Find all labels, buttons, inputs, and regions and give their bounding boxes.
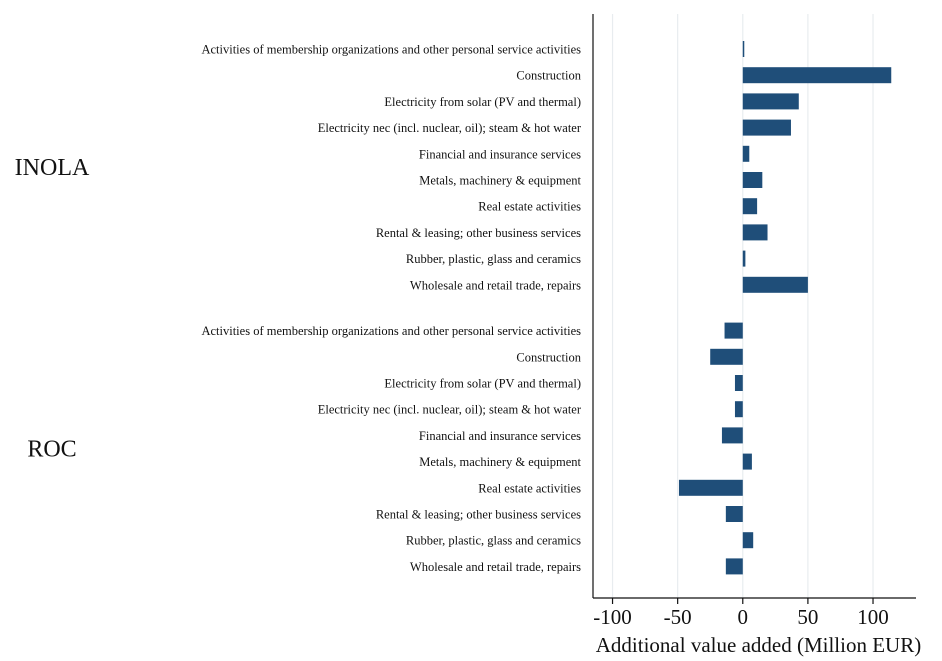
x-tick-label-0: -100 — [593, 605, 632, 629]
bar-roc-1 — [710, 348, 743, 365]
x-tick-label-3: 50 — [797, 605, 818, 629]
category-label-roc-1: Construction — [516, 350, 581, 364]
category-label-roc-7: Rental & leasing; other business service… — [376, 508, 581, 522]
bar-roc-3 — [734, 401, 743, 418]
x-tick-label-1: -50 — [664, 605, 692, 629]
bar-inola-7 — [742, 224, 768, 241]
category-label-inola-4: Financial and insurance services — [419, 147, 581, 161]
bar-inola-5 — [742, 172, 763, 188]
category-label-roc-8: Rubber, plastic, glass and ceramics — [406, 534, 581, 548]
category-label-inola-5: Metals, machinery & equipment — [419, 174, 581, 188]
category-label-inola-8: Rubber, plastic, glass and ceramics — [406, 252, 581, 266]
bar-inola-6 — [742, 198, 758, 215]
x-tick-label-2: 0 — [738, 605, 749, 629]
category-label-inola-1: Construction — [516, 69, 581, 83]
category-label-roc-5: Metals, machinery & equipment — [419, 455, 581, 469]
bar-inola-9 — [742, 276, 808, 293]
category-label-inola-0: Activities of membership organizations a… — [201, 43, 581, 57]
category-label-roc-2: Electricity from solar (PV and thermal) — [384, 377, 581, 391]
bar-inola-1 — [742, 67, 892, 84]
category-label-inola-7: Rental & leasing; other business service… — [376, 226, 581, 240]
category-label-inola-2: Electricity from solar (PV and thermal) — [384, 95, 581, 109]
category-label-inola-6: Real estate activities — [478, 200, 581, 214]
x-axis-title: Additional value added (Million EUR) — [596, 633, 921, 657]
category-label-roc-4: Financial and insurance services — [419, 429, 581, 443]
bar-roc-5 — [742, 453, 752, 470]
category-label-roc-0: Activities of membership organizations a… — [201, 324, 581, 338]
bar-roc-4 — [721, 427, 743, 444]
bar-roc-9 — [725, 558, 743, 575]
bar-inola-4 — [742, 145, 750, 162]
bar-roc-0 — [724, 322, 743, 339]
x-tick-label-4: 100 — [857, 605, 889, 629]
bar-roc-2 — [734, 375, 743, 391]
group-label-inola: INOLA — [15, 155, 90, 181]
bar-inola-3 — [742, 119, 791, 136]
category-label-roc-3: Electricity nec (incl. nuclear, oil); st… — [318, 403, 582, 417]
bar-roc-7 — [725, 506, 743, 522]
bar-inola-2 — [742, 93, 799, 110]
bar-roc-6 — [678, 479, 743, 496]
category-label-roc-6: Real estate activities — [478, 481, 581, 495]
category-label-roc-9: Wholesale and retail trade, repairs — [410, 560, 581, 574]
category-label-inola-3: Electricity nec (incl. nuclear, oil); st… — [318, 121, 582, 135]
bar-roc-8 — [742, 532, 754, 549]
group-label-roc: ROC — [27, 437, 76, 463]
category-label-inola-9: Wholesale and retail trade, repairs — [410, 278, 581, 292]
bar-inola-8 — [742, 250, 746, 267]
bar-inola-0 — [742, 41, 745, 57]
